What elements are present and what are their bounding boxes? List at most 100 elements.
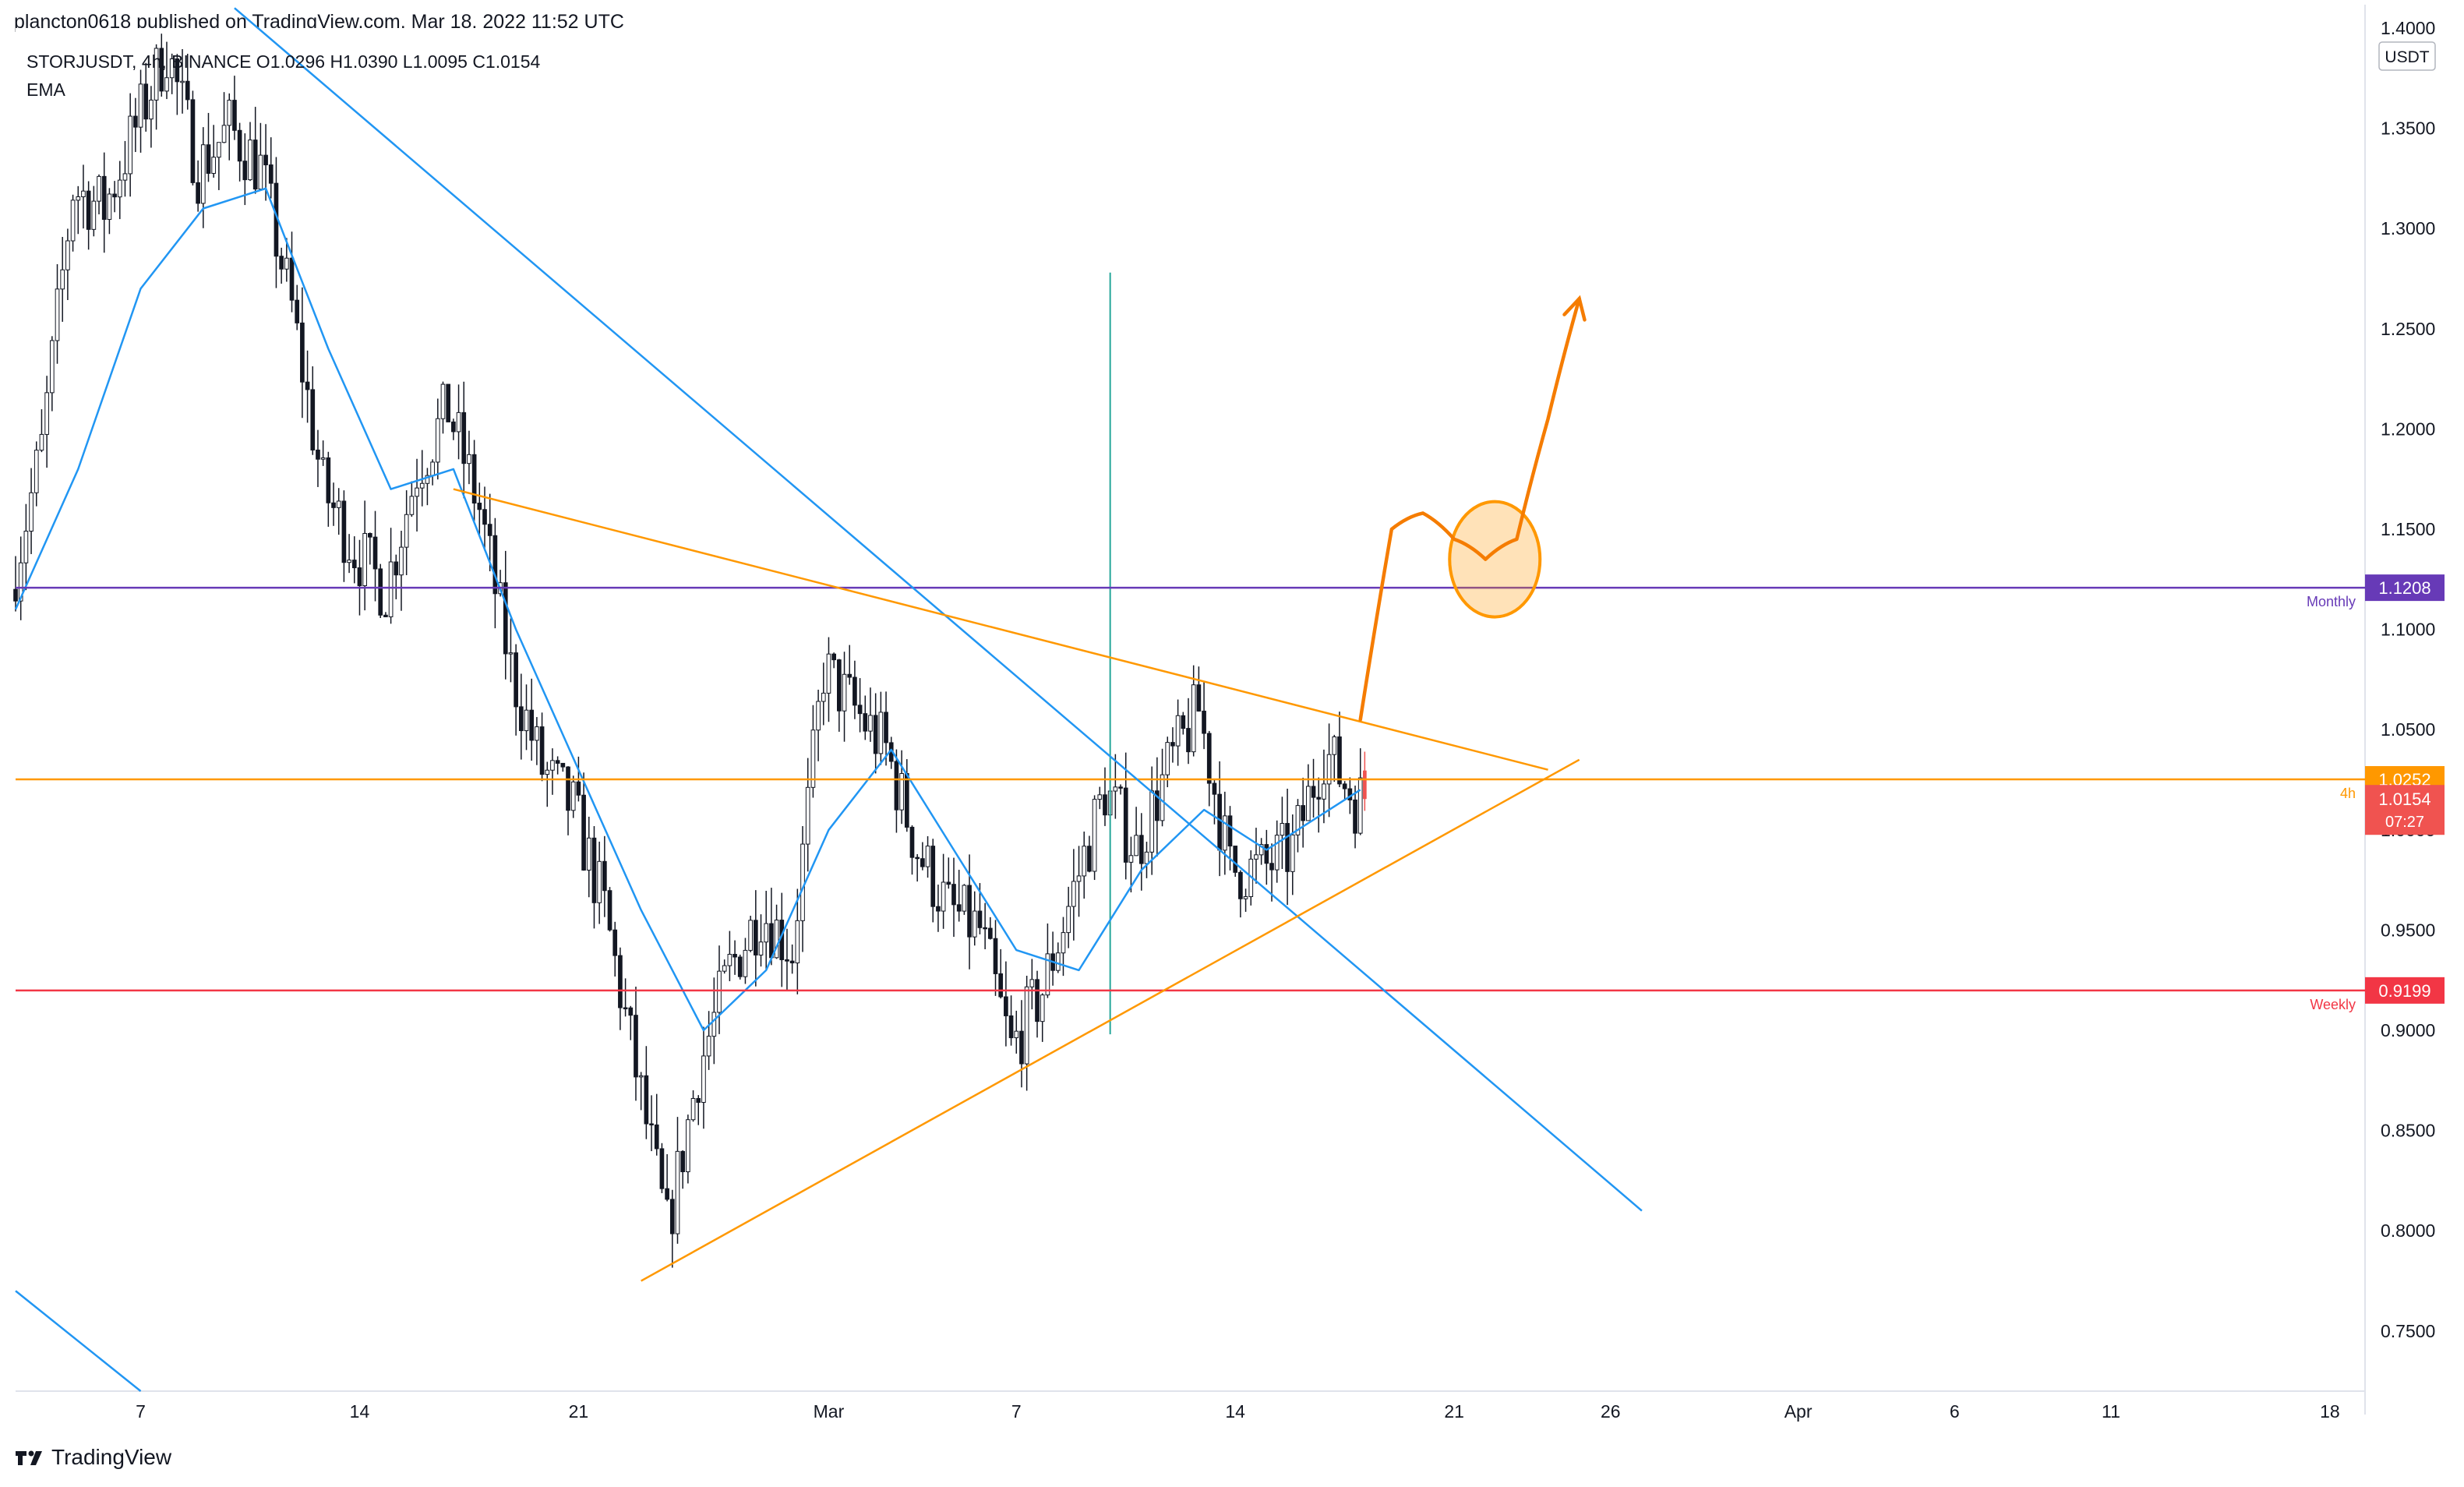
y-tick-label: 1.0500 (2381, 719, 2435, 740)
candle-body (576, 781, 581, 796)
candle-body (1233, 846, 1238, 873)
candle-body (482, 509, 487, 525)
candle-body (884, 712, 888, 744)
candle-body (263, 154, 268, 166)
candle-body (185, 80, 190, 101)
time-axis[interactable]: 7 14 21 Mar 7 14 21 26 Apr 6 11 18 (136, 1401, 2340, 1422)
candle-body (821, 692, 826, 702)
candle-body (696, 1097, 701, 1103)
x-tick-label: 18 (2320, 1401, 2340, 1422)
candle-body (415, 487, 419, 497)
candle-body (524, 709, 529, 732)
candle-body (154, 48, 159, 101)
candle-body (279, 256, 284, 270)
candle-body (471, 454, 477, 504)
candle-body (138, 83, 143, 128)
candle-body (456, 411, 461, 433)
candle-body (842, 673, 847, 712)
candle-body (65, 240, 70, 270)
candle-body (1118, 786, 1123, 789)
candle-body (1285, 823, 1290, 872)
candle-body (1295, 805, 1301, 835)
candle-body (1269, 863, 1274, 871)
candle-body (320, 457, 326, 460)
candle-body (383, 614, 388, 617)
candle-body (1066, 906, 1071, 934)
candle-body (39, 433, 44, 451)
candle-body (665, 1188, 669, 1200)
candle-body (998, 973, 1004, 998)
candle-body (310, 389, 316, 450)
ema-line (14, 187, 1361, 1032)
candle-body (1035, 979, 1040, 1023)
candle-body (1254, 854, 1258, 860)
candle-body (1280, 823, 1285, 836)
y-tick-label: 0.9500 (2381, 920, 2435, 940)
candle-body (1196, 684, 1202, 712)
candle-body (508, 652, 514, 655)
candle-body (492, 535, 498, 595)
candle-body (425, 475, 430, 484)
x-tick-label: 26 (1601, 1401, 1621, 1422)
level-tag-weekly (2365, 977, 2445, 1004)
candle-body (237, 129, 242, 162)
tradingview-logo[interactable]: TradingView (14, 1445, 171, 1470)
candle-body (190, 99, 196, 183)
candle-body (55, 288, 60, 341)
y-tick-label: 0.8500 (2381, 1121, 2435, 1141)
candle-body (1227, 815, 1233, 847)
candle-body (1175, 715, 1181, 747)
candle-body (539, 726, 545, 775)
candle-body (758, 941, 764, 955)
candle-body (409, 496, 415, 515)
currency-label: USDT (2385, 48, 2429, 66)
level-tag-value: 0.9199 (2378, 981, 2430, 1001)
candle-body (618, 955, 623, 1008)
candle-body (732, 953, 737, 958)
candle-body (529, 709, 535, 741)
candle-body (644, 1075, 649, 1125)
candle-body (1238, 871, 1243, 899)
x-tick-label: Mar (814, 1401, 845, 1422)
candle-body (1332, 736, 1337, 755)
candle-body (909, 826, 915, 858)
candle-body (993, 938, 998, 974)
candle-body (461, 411, 467, 464)
price-axis[interactable]: 1.4000 1.3500 1.3000 1.2500 1.2000 1.1500 1.10… (2378, 18, 2436, 1341)
candle-body (133, 115, 138, 128)
candle-body (669, 1199, 675, 1234)
candle-body (341, 500, 347, 563)
candle-body (1322, 783, 1326, 800)
candle-body (248, 140, 252, 181)
candle-body (97, 175, 101, 202)
candle-body (180, 80, 185, 83)
last-price-value: 1.0154 (2378, 789, 2430, 809)
candle-body (435, 418, 440, 463)
candle-body (936, 906, 941, 912)
candle-body (34, 450, 39, 493)
candle-body (878, 712, 884, 754)
candle-body (899, 773, 904, 811)
candle-body (399, 546, 404, 576)
candle-body (1337, 736, 1342, 785)
candle-body (1316, 796, 1322, 800)
candle-body (743, 949, 748, 977)
candle-body (169, 58, 175, 79)
candle-body (419, 482, 425, 489)
candle-body (372, 536, 378, 570)
candle-body (13, 588, 18, 602)
candle-body (1342, 783, 1347, 789)
candle-body (60, 269, 65, 290)
candle-body (149, 99, 154, 120)
trendline-3 (641, 758, 1580, 1282)
candle-body (659, 1148, 665, 1189)
candle-body (1274, 835, 1280, 871)
candle-body (753, 920, 758, 955)
candle-body (1113, 786, 1118, 792)
trendline-1 (15, 1290, 142, 1392)
candle-body (1170, 742, 1175, 747)
candle-body (1040, 994, 1045, 1023)
currency-box (2378, 41, 2436, 71)
